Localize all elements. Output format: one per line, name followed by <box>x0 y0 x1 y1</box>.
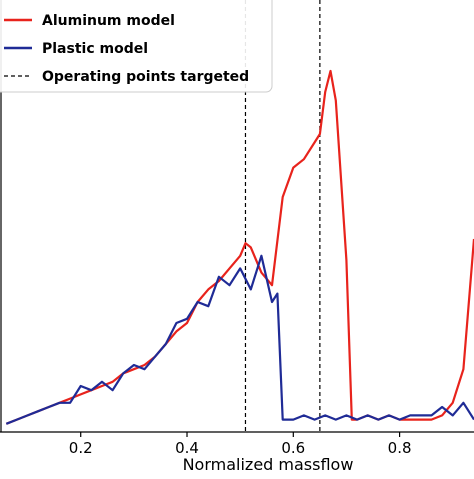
legend-entry-operating-points: Operating points targeted <box>4 69 249 85</box>
legend-label-operating-points: Operating points targeted <box>42 69 249 85</box>
x-tick-label: 0.6 <box>281 439 305 457</box>
series-line-aluminum-model <box>5 69 474 425</box>
legend-frame <box>0 0 273 93</box>
legend-entry-plastic: Plastic model <box>4 41 148 57</box>
x-tick-label: 0.2 <box>69 439 93 457</box>
legend-entry-aluminum: Aluminum model <box>4 13 175 29</box>
legend-label-plastic: Plastic model <box>42 41 148 57</box>
x-tick-label: 0.4 <box>175 439 199 457</box>
legend: Aluminum model Plastic model Operating p… <box>0 0 273 93</box>
series-line-plastic-model <box>5 254 474 425</box>
x-tick-label: 0.8 <box>388 439 412 457</box>
x-axis-label: Normalized massflow <box>183 455 354 474</box>
x-ticks: 0.2 0.4 0.6 0.8 <box>69 432 412 457</box>
legend-label-aluminum: Aluminum model <box>42 13 175 29</box>
